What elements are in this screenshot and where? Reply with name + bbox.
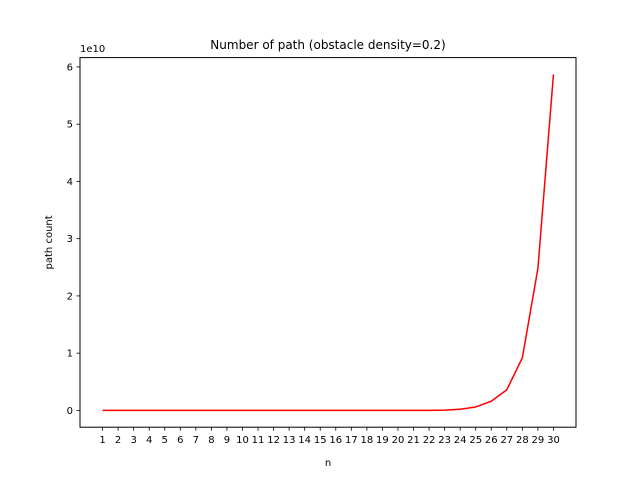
x-tick-label: 8 (208, 435, 214, 446)
y-offset-label: 1e10 (80, 44, 105, 55)
x-tick-label: 12 (267, 435, 280, 446)
x-tick-label: 2 (115, 435, 121, 446)
x-tick-label: 13 (283, 435, 296, 446)
x-tick-label: 6 (177, 435, 183, 446)
x-tick-label: 4 (146, 435, 152, 446)
y-tick-label: 5 (67, 120, 73, 131)
x-tick-label: 3 (130, 435, 136, 446)
x-tick-label: 9 (224, 435, 230, 446)
x-tick-label: 23 (438, 435, 451, 446)
x-tick-label: 18 (361, 435, 374, 446)
ticks-layer: 1 2 3 4 5 6 7 8 9 10 11 12 13 14 15 16 17 18 19 20 21 22 23 24 2… (67, 62, 560, 446)
x-tick-label: 24 (454, 435, 467, 446)
y-tick-label: 3 (67, 234, 73, 245)
x-tick-label: 15 (314, 435, 327, 446)
x-tick-label: 10 (236, 435, 249, 446)
x-tick-label: 14 (298, 435, 311, 446)
x-tick-label: 30 (547, 435, 560, 446)
x-tick-label: 16 (329, 435, 342, 446)
series-line-0 (102, 74, 555, 412)
x-tick-label: 5 (162, 435, 168, 446)
y-tick-label: 0 (67, 406, 73, 417)
x-tick-label: 25 (469, 435, 482, 446)
x-tick-label: 21 (407, 435, 420, 446)
y-tick-label: 2 (67, 291, 73, 302)
x-tick-label: 22 (423, 435, 436, 446)
x-tick-label: 29 (532, 435, 545, 446)
series-layer (102, 74, 555, 412)
x-tick-label: 27 (500, 435, 513, 446)
x-tick-label: 1 (99, 435, 105, 446)
x-tick-label: 17 (345, 435, 358, 446)
y-axis-label: path count (44, 215, 55, 269)
x-tick-label: 26 (485, 435, 498, 446)
y-tick-label: 6 (67, 62, 73, 73)
y-tick-label: 1 (67, 349, 73, 360)
x-tick-label: 20 (392, 435, 405, 446)
y-tick-label: 4 (67, 177, 73, 188)
x-tick-label: 28 (516, 435, 529, 446)
x-axis-label: n (325, 458, 331, 469)
x-tick-label: 7 (193, 435, 199, 446)
chart-title: Number of path (obstacle density=0.2) (210, 38, 445, 52)
axes-frame (79, 57, 577, 428)
x-tick-label: 11 (252, 435, 265, 446)
x-tick-label: 19 (376, 435, 389, 446)
